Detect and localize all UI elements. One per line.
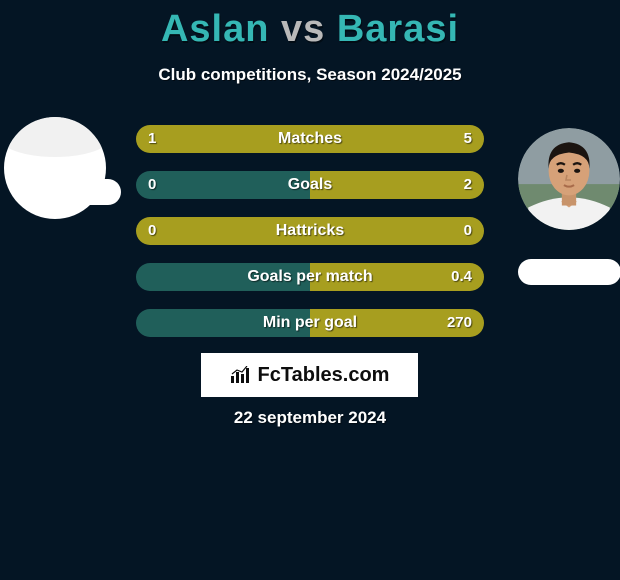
player2-club-badge xyxy=(518,259,620,285)
stat-label: Hattricks xyxy=(136,217,484,245)
subtitle: Club competitions, Season 2024/2025 xyxy=(0,65,620,85)
stat-row: 00Hattricks xyxy=(136,217,484,245)
brand-chart-icon xyxy=(230,366,252,384)
stat-row: 270Min per goal xyxy=(136,309,484,337)
stat-label: Min per goal xyxy=(136,309,484,337)
player2-name: Barasi xyxy=(337,8,459,50)
date-text: 22 september 2024 xyxy=(0,408,620,428)
avatar-placeholder-shape xyxy=(4,117,106,157)
stat-label: Goals xyxy=(136,171,484,199)
stat-row: 0.4Goals per match xyxy=(136,263,484,291)
stat-bars: 15Matches 02Goals 00Hattricks 0.4Goals per … xyxy=(136,125,484,355)
stat-row: 02Goals xyxy=(136,171,484,199)
brand-text: FcTables.com xyxy=(258,364,390,387)
player2-avatar xyxy=(518,128,620,230)
stat-label: Goals per match xyxy=(136,263,484,291)
brand-box: FcTables.com xyxy=(201,353,418,397)
comparison-title: Aslan vs Barasi xyxy=(0,0,620,51)
stat-row: 15Matches xyxy=(136,125,484,153)
player2-portrait-svg xyxy=(518,128,620,230)
player1-name: Aslan xyxy=(161,8,269,50)
stat-label: Matches xyxy=(136,125,484,153)
vs-text: vs xyxy=(281,8,325,50)
player1-club-badge xyxy=(18,179,121,205)
